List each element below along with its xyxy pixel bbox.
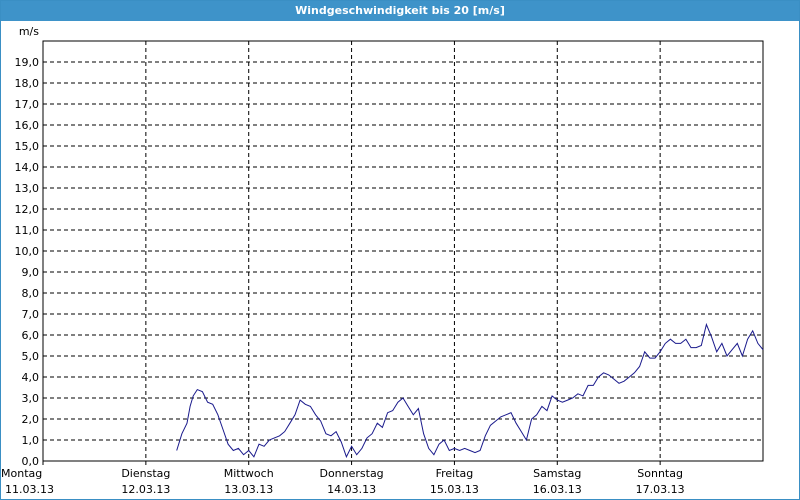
y-tick-label: 16,0 xyxy=(15,119,40,132)
window-title: Windgeschwindigkeit bis 20 [m/s] xyxy=(1,1,799,21)
x-tick-date: 17.03.13 xyxy=(636,483,685,496)
x-tick-day: Mittwoch xyxy=(224,467,274,480)
wind-speed-line xyxy=(176,322,764,459)
x-tick-date: 14.03.13 xyxy=(327,483,376,496)
x-tick-day: Dienstag xyxy=(121,467,170,480)
y-tick-label: 6,0 xyxy=(22,329,40,342)
x-tick-date: 16.03.13 xyxy=(533,483,582,496)
wind-speed-chart: 0,0 1,0 2,0 3,0 4,0 5,0 6,0 7,0 8,0 9,0 10,0 11,0 12… xyxy=(1,25,764,496)
x-tick-day: Donnerstag xyxy=(319,467,383,480)
y-tick-label: 1,0 xyxy=(22,434,40,447)
x-tick-date: 12.03.13 xyxy=(121,483,170,496)
y-tick-label: 17,0 xyxy=(15,98,40,111)
y-tick-label: 13,0 xyxy=(15,182,40,195)
x-tick-date: 11.03.13 xyxy=(5,483,54,496)
y-tick-label: 12,0 xyxy=(15,203,40,216)
y-tick-label: 10,0 xyxy=(15,245,40,258)
y-tick-label: 3,0 xyxy=(22,392,40,405)
y-axis-label: m/s xyxy=(19,25,39,38)
y-tick-label: 9,0 xyxy=(22,266,40,279)
y-tick-label: 4,0 xyxy=(22,371,40,384)
y-tick-label: 7,0 xyxy=(22,308,40,321)
y-tick-label: 2,0 xyxy=(22,413,40,426)
y-tick-label: 0,0 xyxy=(22,455,40,468)
x-tick-day: Montag xyxy=(1,467,42,480)
x-tick-day: Freitag xyxy=(436,467,474,480)
x-tick-date: 13.03.13 xyxy=(224,483,273,496)
x-tick-date: 15.03.13 xyxy=(430,483,479,496)
y-tick-label: 14,0 xyxy=(15,161,40,174)
y-tick-label: 8,0 xyxy=(22,287,40,300)
y-tick-label: 18,0 xyxy=(15,77,40,90)
y-tick-label: 11,0 xyxy=(15,224,40,237)
y-tick-label: 15,0 xyxy=(15,140,40,153)
x-tick-day: Sonntag xyxy=(637,467,683,480)
x-tick-day: Samstag xyxy=(533,467,581,480)
y-tick-label: 5,0 xyxy=(22,350,40,363)
y-tick-label: 19,0 xyxy=(15,56,40,69)
